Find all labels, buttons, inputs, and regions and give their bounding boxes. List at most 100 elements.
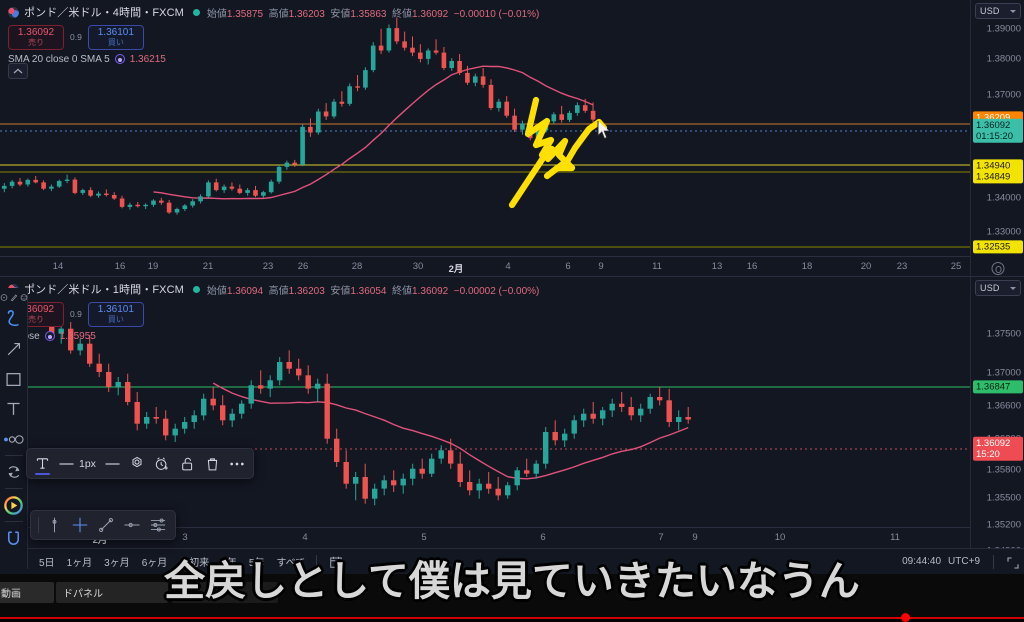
- price-scale-1h[interactable]: USD 1.375001.370001.366001.362001.358001…: [970, 277, 1024, 557]
- crosshair-cursor-icon[interactable]: [0, 293, 8, 302]
- candle-body: [159, 200, 164, 203]
- sidebar-top-mini-icons[interactable]: [0, 290, 28, 304]
- delete-button[interactable]: [200, 450, 225, 477]
- clock-group[interactable]: 09:44:40 UTC+9: [902, 554, 1019, 569]
- os-taskbar[interactable]: の動画 ドパネル: [0, 574, 1024, 619]
- candle-body: [533, 463, 539, 474]
- timeframe-button-1[interactable]: 1ヶ月: [66, 558, 93, 569]
- candle-body: [135, 204, 140, 207]
- timeframe-button-6[interactable]: 5年: [248, 558, 265, 569]
- timeframe-button-0[interactable]: 5日: [39, 558, 55, 569]
- crosshair-plus-icon: [72, 517, 88, 533]
- toolbar-divider: [316, 554, 318, 569]
- time-scale-4h[interactable]: 14 16 19 21 23 26 28 30 2月 4 6 9 11 13 16 18 20 23 25: [0, 256, 970, 277]
- sidebar-item-pattern[interactable]: [0, 424, 28, 454]
- drawing-toolbar-secondary[interactable]: [30, 510, 176, 540]
- timeframe-button-7[interactable]: すべて: [276, 558, 306, 569]
- price-tag[interactable]: 1.36092 15:20: [973, 436, 1023, 462]
- hide-drawings-button[interactable]: [145, 512, 171, 539]
- taskbar-item-panel[interactable]: ドパネル: [56, 582, 168, 603]
- timeframe-button-3[interactable]: 6ヶ月: [141, 558, 168, 569]
- sidebar-item-replay[interactable]: [0, 490, 28, 520]
- candle-body: [163, 418, 169, 436]
- sidebar-item-rectangle[interactable]: [0, 364, 28, 394]
- chart-pane-4h[interactable]: ポンド／米ドル・4時間・FXCM 始値1.35875 高値1.36203 安値1…: [0, 0, 1024, 277]
- line-style-button[interactable]: [100, 450, 125, 477]
- lock-drawings-button[interactable]: [119, 512, 145, 539]
- gear-icon[interactable]: [991, 262, 1004, 275]
- calendar-button[interactable]: [323, 548, 348, 575]
- line-width-button[interactable]: 1px: [55, 450, 100, 477]
- candle-body: [514, 470, 520, 486]
- add-alert-button[interactable]: [150, 450, 175, 477]
- text-tool-icon: [36, 458, 49, 469]
- candle-body: [190, 201, 195, 206]
- sidebar-item-magnet[interactable]: [0, 523, 28, 553]
- price-tag[interactable]: 1.34940: [973, 159, 1023, 173]
- currency-selector-1h[interactable]: USD: [975, 280, 1021, 296]
- chart-pane-1h[interactable]: ポンド／米ドル・1時間・FXCM 始値1.36094 高値1.36203 安値1…: [0, 277, 1024, 557]
- drawing-tool-button[interactable]: [93, 512, 119, 539]
- alarm-plus-icon: [156, 456, 169, 470]
- sidebar-item-measure[interactable]: [0, 457, 28, 487]
- candle-body: [609, 403, 615, 411]
- emoji-icon[interactable]: [20, 293, 28, 302]
- sidebar-item-arrow[interactable]: [0, 334, 28, 364]
- candle-body: [657, 397, 663, 401]
- price-tag[interactable]: 1.36847: [973, 380, 1023, 394]
- sidebar-item-text[interactable]: [0, 394, 28, 424]
- expand-arrows-icon: [1007, 557, 1019, 569]
- text-style-button[interactable]: [30, 450, 55, 477]
- price-scale-4h[interactable]: USD 1.39000 1.38000 1.37000 1.34000 1.33000 1…: [970, 0, 1024, 277]
- candle-body: [143, 204, 148, 207]
- drawing-tools-sidebar[interactable]: [0, 288, 28, 569]
- candle-body: [473, 76, 478, 83]
- currency-selector-4h[interactable]: USD: [975, 3, 1021, 19]
- price-tag[interactable]: 1.34849: [973, 170, 1023, 184]
- drawing-toolbar[interactable]: 1px: [26, 448, 254, 479]
- settings-button[interactable]: [125, 450, 150, 477]
- video-progress-handle[interactable]: [901, 613, 910, 622]
- candle-body: [512, 115, 517, 130]
- text-tool-icon: [7, 402, 20, 415]
- time-tick: 2月: [448, 264, 464, 275]
- price-tag[interactable]: 1.36092 01:15:20: [973, 118, 1023, 144]
- timeframe-button-2[interactable]: 3ヶ月: [104, 558, 130, 569]
- candle-body: [88, 190, 93, 196]
- chart-plot-4h[interactable]: [0, 0, 970, 256]
- taskbar-item-video[interactable]: の動画: [0, 582, 54, 603]
- video-progress-bar[interactable]: [0, 617, 1024, 619]
- candle-body: [551, 114, 557, 122]
- clock-time: 09:44:40: [902, 556, 942, 567]
- magnet-mode-button[interactable]: [42, 512, 67, 539]
- candle-body: [355, 86, 360, 88]
- timeframe-button-4[interactable]: 年初来: [179, 558, 210, 569]
- candle-body: [134, 402, 140, 424]
- price-tick: 1.35500: [986, 492, 1021, 504]
- candle-body: [182, 205, 188, 209]
- price-tag[interactable]: 1.32535: [973, 240, 1023, 254]
- pencil-icon[interactable]: [10, 293, 18, 302]
- time-tick: 16: [114, 261, 126, 272]
- timeframe-button-5[interactable]: 1年: [221, 558, 237, 569]
- sidebar-item-brush[interactable]: [0, 304, 28, 334]
- pane-divider: [0, 276, 1024, 277]
- trend-line-icon: [99, 518, 113, 532]
- time-tick: 19: [147, 261, 159, 272]
- candle-body: [638, 408, 644, 416]
- candle-body: [296, 368, 302, 376]
- timeframe-group[interactable]: 5日 1ヶ月 3ヶ月 6ヶ月 年初来 1年 5年 すべて: [34, 552, 310, 571]
- lock-button[interactable]: [175, 450, 200, 477]
- stay-in-drawing-mode-button[interactable]: [67, 512, 93, 539]
- chart-plot-1h[interactable]: [0, 277, 970, 527]
- time-scale-1h[interactable]: 312月3456791011: [0, 527, 970, 548]
- toolbar-divider: [4, 455, 23, 456]
- time-tick: 10: [774, 532, 786, 543]
- collapse-pane-button[interactable]: [8, 63, 28, 79]
- fullscreen-icon[interactable]: [1007, 556, 1019, 569]
- taskbar-item-extra[interactable]: [172, 582, 278, 603]
- candle-body: [9, 181, 15, 186]
- chart-bottom-toolbar[interactable]: 5日 1ヶ月 3ヶ月 6ヶ月 年初来 1年 5年 すべて 09:44:40 UTC+9: [28, 548, 1024, 574]
- time-tick: 23: [262, 261, 274, 272]
- more-options-button[interactable]: [225, 450, 250, 477]
